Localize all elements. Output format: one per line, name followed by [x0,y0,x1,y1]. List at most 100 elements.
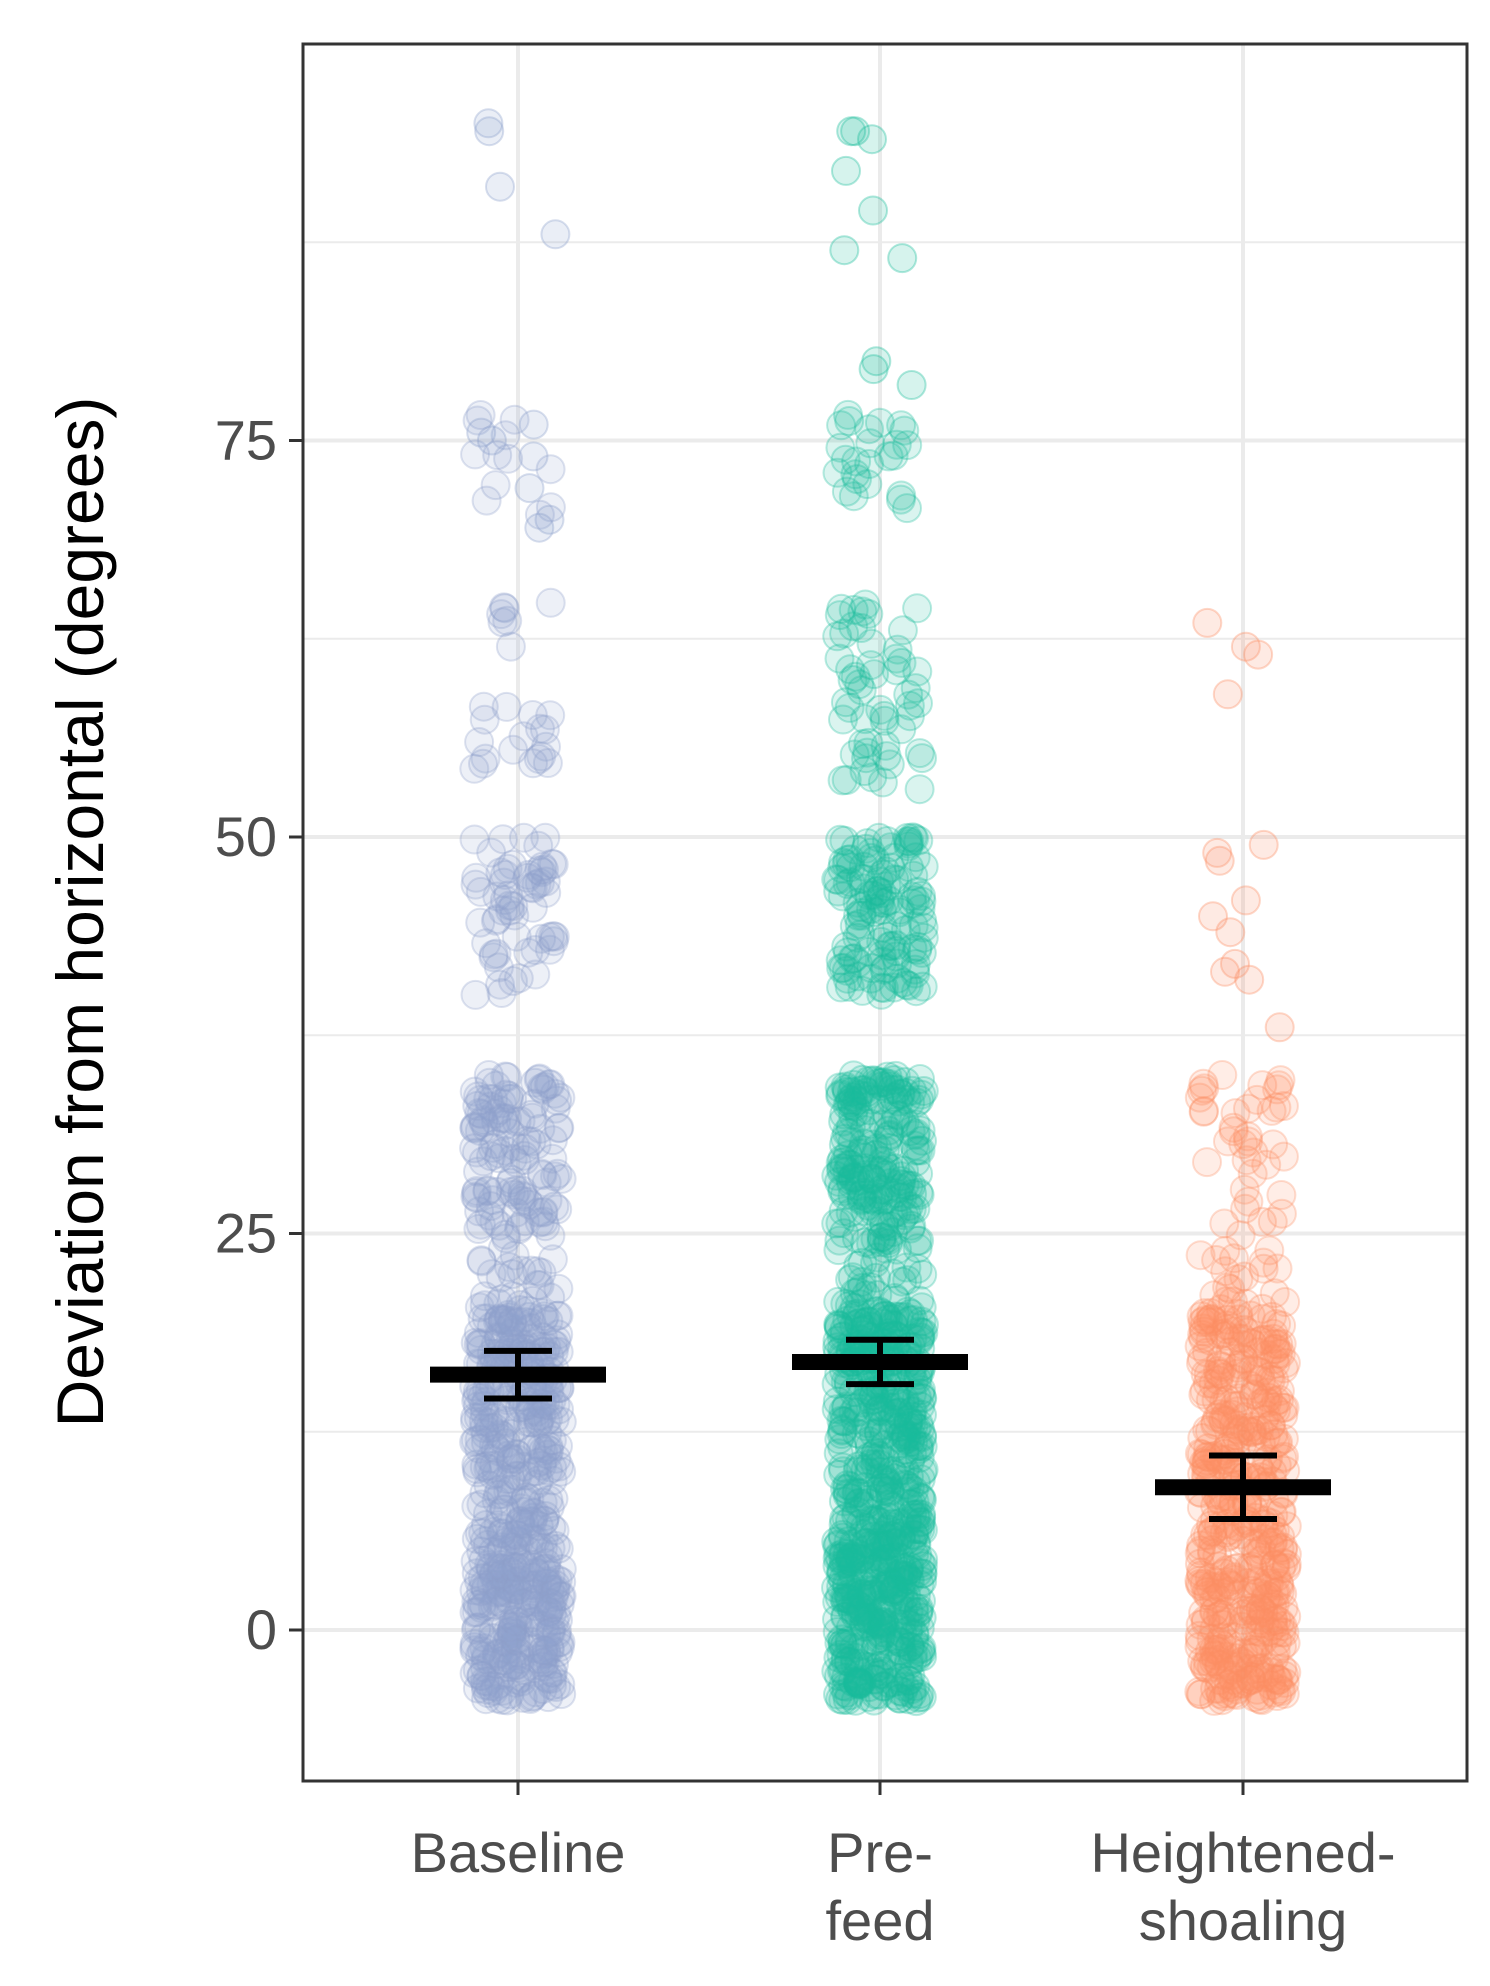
data-point [469,1633,500,1664]
data-point [537,1574,568,1605]
data-point [494,1312,525,1343]
x-tick-label: Baseline [411,1821,626,1884]
gridlines [303,44,1467,1781]
data-point [495,631,526,662]
x-tick-label-line: Pre- [827,1821,933,1884]
data-point [494,1080,524,1111]
data-point [531,1619,562,1650]
data-point [462,1655,493,1686]
data-point [511,1125,542,1156]
data-point [468,1545,499,1576]
data-point [473,1083,504,1114]
data-point [461,1177,491,1208]
data-point [883,1173,914,1204]
data-point [1230,885,1261,916]
y-tick-label: 75 [215,409,277,472]
data-point [526,1158,557,1189]
data-point [533,1596,564,1627]
data-point [527,1555,558,1586]
data-point [487,1660,517,1690]
data-point [501,1552,532,1583]
data-point [505,1295,536,1325]
data-point [545,1082,576,1113]
data-point [485,1423,515,1453]
data-point [511,1460,542,1491]
data-point [531,1167,562,1198]
data-point [463,1214,494,1244]
data-point [506,1666,537,1697]
data-point [503,1623,534,1654]
data-point [854,414,885,445]
data-point [523,1408,554,1439]
data-point [469,1526,500,1557]
data-point [480,1129,511,1160]
data-point [496,1618,527,1649]
data-point [511,1482,541,1513]
data-point [521,1456,552,1487]
data-point [516,1434,547,1465]
data-point [500,1566,531,1597]
data-point [533,1664,563,1694]
data-point [544,1451,575,1482]
data-point [543,1273,574,1304]
data-point [858,354,889,385]
data-point [508,1549,539,1580]
data-point [904,1285,935,1316]
data-point [533,1682,564,1713]
y-tick-label: 25 [215,1202,277,1265]
data-point [536,1425,567,1456]
data-point [536,1592,567,1623]
data-point [524,1207,555,1238]
data-point [540,1574,571,1605]
data-point [534,1632,565,1663]
data-point [527,1644,558,1675]
data-point [479,1412,509,1443]
data-point [512,1295,543,1326]
data-point [468,1406,499,1437]
data-point [475,1443,506,1474]
data-point [874,749,905,780]
data-point [533,1484,564,1515]
data-point [461,1491,492,1522]
data-point [1267,1631,1297,1662]
data-point [495,1325,526,1356]
data-point [539,1605,570,1636]
data-point [528,1523,559,1554]
data-point [520,1591,550,1622]
data-point [541,1599,572,1630]
data-point [471,1386,502,1417]
data-point [466,1661,497,1692]
data-point [887,1553,918,1584]
data-point [509,1654,540,1685]
data-point [846,613,877,643]
data-point [543,1300,574,1331]
data-point [484,1575,515,1606]
data-point [546,1581,577,1611]
data-point [492,1617,523,1648]
data-point [538,1657,568,1688]
data-point [474,1200,505,1231]
data-point [536,1589,567,1620]
data-point [497,1611,528,1642]
data-point [478,1132,508,1163]
data-point [467,1563,498,1594]
data-point [537,1670,567,1701]
data-point [523,1405,554,1436]
data-point [481,1106,512,1137]
data-point [824,1424,855,1455]
data-point [510,1552,541,1583]
data-point [837,943,868,974]
data-point [483,1668,514,1699]
data-point [542,1085,573,1116]
data-point [518,1573,549,1604]
data-point [507,1682,538,1713]
data-point [469,1281,500,1312]
data-point [509,1206,540,1237]
data-point [1257,1519,1288,1550]
data-point [528,1206,559,1237]
data-point [536,1512,567,1543]
data-point [823,1661,854,1692]
data-point [1259,1278,1290,1309]
data-point [524,1610,555,1641]
data-point [1225,1220,1256,1251]
